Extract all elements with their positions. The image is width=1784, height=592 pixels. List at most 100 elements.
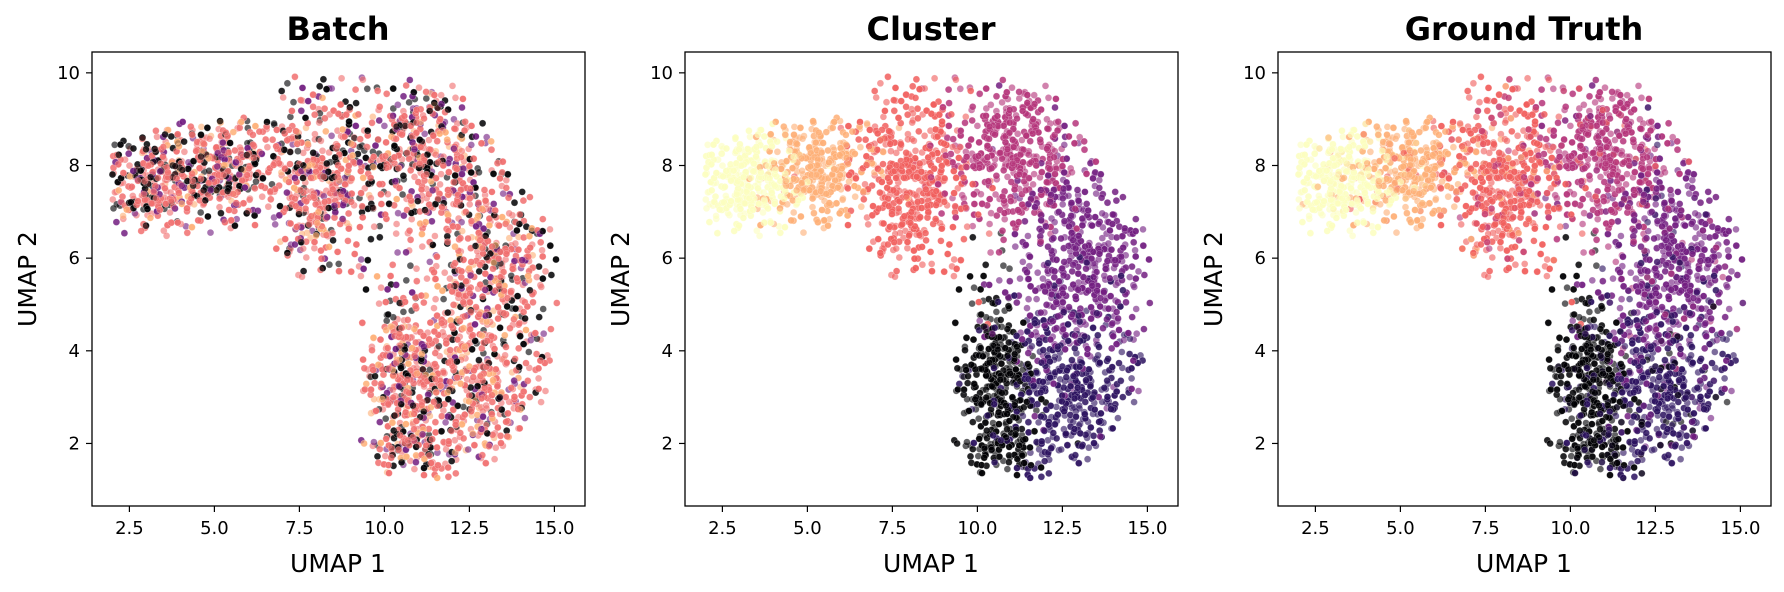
- scatter-point: [535, 313, 543, 321]
- scatter-point: [422, 218, 430, 226]
- scatter-point: [344, 209, 353, 218]
- scatter-point: [390, 411, 399, 420]
- scatter-point: [501, 331, 509, 339]
- scatter-point: [359, 76, 367, 84]
- scatter-point: [522, 359, 530, 367]
- scatter-point: [408, 215, 416, 223]
- scatter-point: [392, 229, 400, 238]
- scatter-point: [352, 99, 360, 107]
- scatter-point: [546, 225, 554, 234]
- scatter-point: [485, 221, 494, 230]
- scatter-point: [338, 215, 347, 223]
- scatter-point: [298, 84, 307, 92]
- scatter-point: [268, 180, 276, 188]
- scatter-point: [431, 232, 439, 240]
- scatter-point: [410, 352, 419, 360]
- scatter-point: [465, 397, 473, 405]
- scatter-point: [478, 119, 487, 127]
- scatter-point: [344, 237, 352, 245]
- scatter-point: [538, 246, 546, 254]
- scatter-point: [458, 103, 466, 112]
- scatter-point: [322, 85, 331, 93]
- scatter-point: [533, 273, 541, 281]
- scatter-point: [159, 143, 168, 151]
- scatter-point: [200, 186, 208, 194]
- scatter-point: [428, 186, 437, 194]
- scatter-point: [466, 289, 474, 298]
- scatter-point: [487, 146, 496, 154]
- scatter-point: [258, 193, 266, 201]
- scatter-point: [369, 163, 378, 171]
- scatter-point: [399, 92, 408, 100]
- scatter-point: [468, 345, 476, 353]
- scatter-point: [334, 110, 343, 118]
- scatter-point: [251, 160, 259, 168]
- scatter-point: [407, 209, 416, 217]
- scatter-point: [458, 227, 466, 235]
- scatter-point: [320, 105, 329, 113]
- scatter-point: [184, 165, 192, 173]
- scatter-point: [526, 393, 534, 401]
- scatter-point: [448, 457, 456, 465]
- scatter-point: [283, 136, 291, 144]
- scatter-point: [367, 235, 375, 243]
- scatter-point: [540, 330, 548, 338]
- scatter-point: [197, 208, 205, 217]
- scatter-point: [384, 190, 392, 198]
- scatter-point: [485, 442, 493, 450]
- scatter-point: [383, 90, 391, 98]
- scatter-point: [420, 298, 428, 307]
- scatter-point: [471, 242, 480, 250]
- scatter-point: [311, 111, 319, 119]
- scatter-point: [216, 117, 224, 125]
- scatter-point: [313, 219, 322, 227]
- scatter-point: [289, 98, 298, 106]
- scatter-point: [402, 248, 410, 256]
- scatter-point: [462, 208, 470, 216]
- scatter-point: [478, 451, 486, 459]
- scatter-point: [376, 233, 384, 241]
- scatter-point: [241, 183, 249, 192]
- scatter-point: [506, 324, 514, 332]
- scatter-point: [338, 125, 347, 134]
- scatter-point: [319, 75, 328, 83]
- scatter-point: [345, 224, 353, 233]
- scatter-point: [467, 168, 475, 177]
- scatter-point: [377, 200, 386, 208]
- scatter-point: [425, 136, 433, 144]
- scatter-point: [514, 405, 522, 413]
- scatter-point: [432, 388, 440, 396]
- scatter-point: [156, 206, 164, 214]
- scatter-point: [467, 122, 476, 130]
- scatter-point: [407, 122, 415, 130]
- scatter-point: [415, 84, 423, 92]
- scatter-point: [488, 398, 496, 406]
- scatter-point: [451, 171, 459, 180]
- scatter-point: [438, 203, 446, 211]
- scatter-point: [348, 190, 356, 198]
- scatter-point: [263, 118, 271, 126]
- scatter-point: [259, 174, 267, 182]
- scatter-point: [385, 469, 393, 477]
- scatter-point: [360, 439, 368, 448]
- scatter-point: [432, 151, 440, 159]
- scatter-point: [179, 118, 187, 126]
- scatter-point: [482, 459, 490, 467]
- scatter-point: [288, 107, 296, 115]
- scatter-point: [457, 267, 466, 275]
- scatter-point: [359, 174, 367, 182]
- scatter-point: [331, 153, 339, 162]
- scatter-point: [357, 189, 365, 197]
- scatter-point: [439, 295, 448, 303]
- scatter-point: [404, 316, 412, 324]
- scatter-point: [495, 221, 503, 230]
- scatter-point: [415, 393, 424, 401]
- scatter-point: [357, 167, 365, 175]
- scatter-point: [370, 153, 378, 161]
- scatter-point: [362, 154, 370, 162]
- scatter-point: [435, 342, 443, 350]
- scatter-point: [428, 217, 436, 225]
- scatter-point: [335, 260, 343, 268]
- scatter-point: [352, 240, 361, 249]
- scatter-point: [523, 302, 532, 311]
